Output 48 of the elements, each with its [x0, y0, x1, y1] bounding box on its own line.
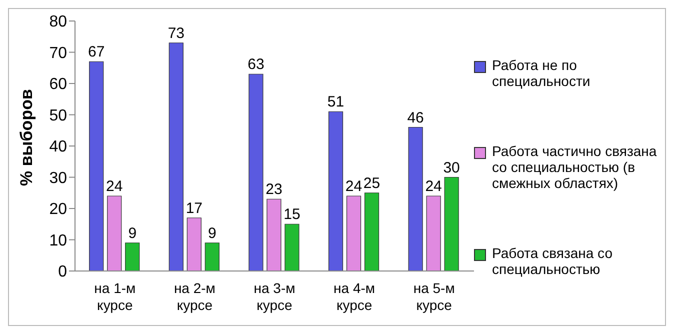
data-label: 9	[128, 224, 137, 242]
bar	[408, 126, 423, 271]
data-label: 67	[88, 44, 105, 61]
bar	[186, 218, 202, 271]
bar	[125, 242, 140, 271]
data-label: 9	[208, 224, 216, 242]
x-tick-label: на 2-м курсе	[174, 280, 216, 313]
data-label: 23	[266, 181, 282, 198]
bar	[107, 196, 122, 271]
bar	[89, 61, 104, 271]
bar	[284, 224, 300, 271]
bar	[266, 198, 282, 271]
data-label: 51	[327, 94, 344, 111]
bar	[364, 192, 380, 271]
y-tick-label: 20	[49, 201, 68, 218]
bar	[346, 196, 362, 271]
data-label: 46	[407, 109, 424, 126]
data-label: 63	[248, 56, 264, 74]
y-tick-label: 0	[58, 264, 68, 281]
y-tick-label: 50	[49, 107, 68, 124]
legend-label: Работа частично связана со специальностью (в смежных областях)	[492, 143, 658, 191]
bar	[168, 42, 184, 271]
data-label: 24	[345, 178, 362, 195]
y-tick-label: 10	[49, 232, 68, 250]
bar	[328, 111, 344, 271]
bar	[444, 176, 459, 271]
data-label: 24	[425, 178, 442, 195]
data-label: 25	[363, 174, 380, 192]
data-label: 73	[168, 24, 185, 42]
x-tick-label: на 1-м курсе	[94, 280, 136, 313]
data-label: 24	[106, 178, 123, 195]
legend-label: Работа не по специальности	[492, 57, 592, 89]
x-tick-label: на 5-м курсе	[413, 280, 455, 313]
bar	[204, 242, 220, 271]
data-label: 17	[186, 200, 203, 217]
y-tick-label: 30	[49, 170, 68, 187]
y-tick-label: 70	[49, 44, 68, 62]
x-tick-label: на 4-м курсе	[334, 280, 376, 313]
legend-label: Работа связана со специальностью	[492, 245, 614, 277]
bar	[248, 74, 264, 271]
x-tick-label: на 3-м курсе	[254, 280, 296, 313]
bar	[426, 196, 441, 271]
data-label: 15	[284, 206, 300, 224]
y-tick-label: 60	[49, 76, 68, 94]
y-tick-label: 40	[49, 138, 68, 156]
y-axis-title: % выборов	[17, 89, 36, 186]
data-label: 30	[443, 159, 460, 176]
y-tick-label: 80	[49, 14, 68, 31]
